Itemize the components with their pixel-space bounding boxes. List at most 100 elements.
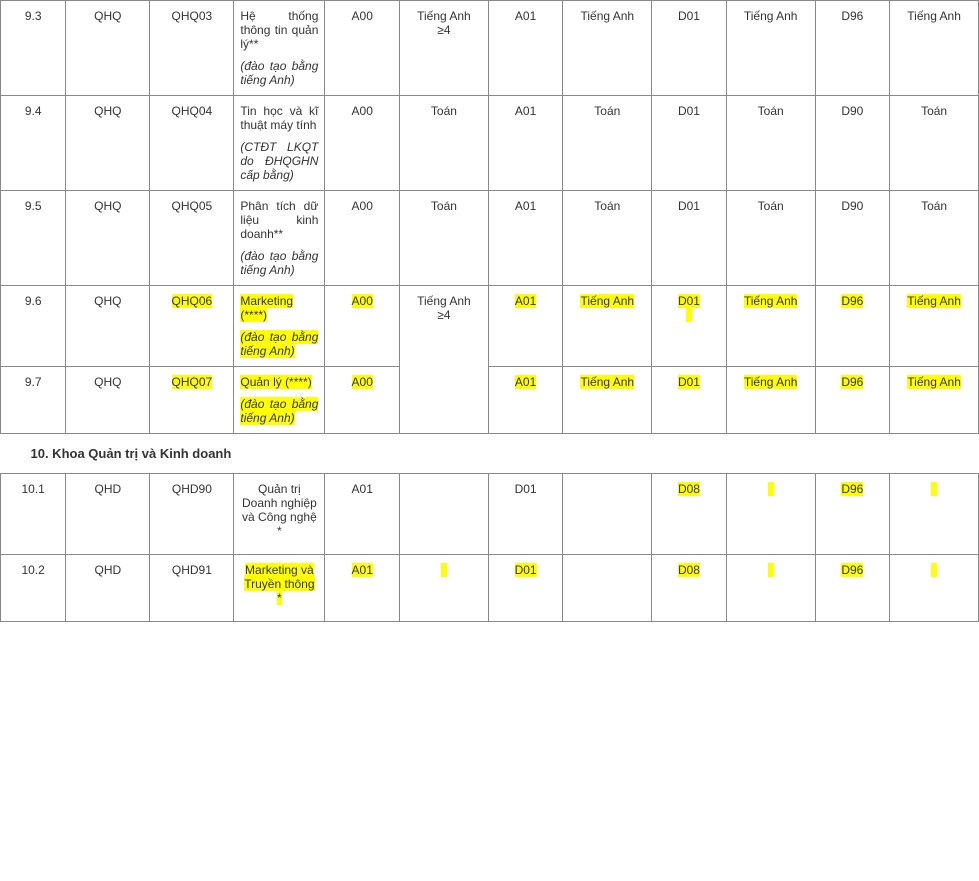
cell: 9.3: [1, 1, 66, 96]
cell: [890, 555, 979, 622]
cell: QHD90: [150, 474, 234, 555]
cell: Tiếng Anh≥4: [400, 286, 489, 434]
cell: QHD: [66, 555, 150, 622]
cell: D01: [488, 555, 563, 622]
cell: D96: [815, 367, 890, 434]
cell: 9.4: [1, 96, 66, 191]
cell: D96: [815, 474, 890, 555]
table-row: 10.1QHDQHD90Quản trị Doanh nghiệp và Côn…: [1, 474, 979, 555]
section-heading: 10. Khoa Quản trị và Kinh doanh: [1, 434, 979, 474]
cell: [563, 555, 652, 622]
program-name: Hệ thống thông tin quản lý**: [240, 9, 318, 51]
cell: Toán: [726, 191, 815, 286]
cell: D01: [652, 96, 727, 191]
highlight-mark: [931, 563, 937, 577]
cell: Toán: [400, 96, 489, 191]
cell: Toán: [890, 96, 979, 191]
program-table: 9.3QHQQHQ03Hệ thống thông tin quản lý**(…: [0, 0, 979, 622]
cell: A00: [325, 191, 400, 286]
program-note: (đào tạo bằng tiếng Anh): [240, 397, 318, 425]
cell: 9.7: [1, 367, 66, 434]
cell: Tiếng Anh: [563, 286, 652, 367]
cell: Tiếng Anh: [726, 1, 815, 96]
cell: [400, 555, 489, 622]
cell: Toán: [726, 96, 815, 191]
cell: Tin học và kĩ thuật máy tính(CTĐT LKQT d…: [234, 96, 325, 191]
cell: QHQ03: [150, 1, 234, 96]
cell: D96: [815, 286, 890, 367]
cell: D01: [652, 1, 727, 96]
cell: D96: [815, 1, 890, 96]
cell: QHQ06: [150, 286, 234, 367]
cell: Quản lý (****) (đào tạo bằng tiếng Anh): [234, 367, 325, 434]
cell: Toán: [890, 191, 979, 286]
cell: Quản trị Doanh nghiệp và Công nghệ *: [234, 474, 325, 555]
cell: A01: [488, 1, 563, 96]
cell: 9.5: [1, 191, 66, 286]
highlight-mark: [768, 482, 774, 496]
cell: D08: [652, 555, 727, 622]
cell: A01: [325, 555, 400, 622]
program-name: Marketing (****): [240, 294, 318, 322]
cell: Tiếng Anh: [563, 367, 652, 434]
cell: D01: [652, 367, 727, 434]
cell: D90: [815, 96, 890, 191]
cell: QHD91: [150, 555, 234, 622]
cell: 10.2: [1, 555, 66, 622]
highlight-mark: [768, 563, 774, 577]
cell: QHQ05: [150, 191, 234, 286]
program-name: Phân tích dữ liệu kinh doanh**: [240, 199, 318, 241]
highlight-mark: [441, 563, 447, 577]
cell: Tiếng Anh: [890, 367, 979, 434]
cell: D08: [652, 474, 727, 555]
cell: Marketing và Truyền thông *: [234, 555, 325, 622]
cell: D90: [815, 191, 890, 286]
highlight-mark: [931, 482, 937, 496]
table-row: 9.7QHQQHQ07 Quản lý (****) (đào tạo bằng t…: [1, 367, 979, 434]
cell: A00: [325, 96, 400, 191]
cell: Hệ thống thông tin quản lý** (đào tạo bằn…: [234, 1, 325, 96]
cell: [726, 474, 815, 555]
cell: QHQ07: [150, 367, 234, 434]
program-note: (đào tạo bằng tiếng Anh): [240, 330, 318, 358]
cell: Tiếng Anh: [890, 1, 979, 96]
cell: Tiếng Anh≥4: [400, 1, 489, 96]
cell: A01: [488, 367, 563, 434]
cell: D01: [488, 474, 563, 555]
cell: A01: [488, 286, 563, 367]
cell: QHD: [66, 474, 150, 555]
program-name: Quản trị Doanh nghiệp và Công nghệ *: [240, 482, 318, 538]
cell: Tiếng Anh: [890, 286, 979, 367]
cell: A01: [488, 191, 563, 286]
table-row: 9.6QHQQHQ06Marketing (****) (đào tạo bằng…: [1, 286, 979, 367]
program-note: (đào tạo bằng tiếng Anh): [240, 59, 318, 87]
cell: A01: [488, 96, 563, 191]
cell: 9.6: [1, 286, 66, 367]
cell: [400, 474, 489, 555]
cell: 10.1: [1, 474, 66, 555]
cell: QHQ: [66, 1, 150, 96]
table-row: 9.5QHQQHQ05Phân tích dữ liệu kinh doanh*…: [1, 191, 979, 286]
cell: Toán: [563, 191, 652, 286]
table-row: 9.4QHQQHQ04Tin học và kĩ thuật máy tính(…: [1, 96, 979, 191]
cell: Toán: [563, 96, 652, 191]
program-name: Tin học và kĩ thuật máy tính: [240, 104, 318, 132]
cell: A00: [325, 286, 400, 367]
cell: QHQ: [66, 367, 150, 434]
table-row: 10. Khoa Quản trị và Kinh doanh: [1, 434, 979, 474]
cell: [726, 555, 815, 622]
program-note: (đào tạo bằng tiếng Anh): [240, 249, 318, 277]
highlight-mark: [686, 308, 692, 322]
table-row: 10.2QHDQHD91Marketing và Truyền thông *A…: [1, 555, 979, 622]
cell: [563, 474, 652, 555]
cell: D01: [652, 286, 727, 367]
cell: Phân tích dữ liệu kinh doanh** (đào tạo b…: [234, 191, 325, 286]
cell: Tiếng Anh: [563, 1, 652, 96]
cell: QHQ: [66, 191, 150, 286]
cell: A00: [325, 1, 400, 96]
program-name: Quản lý (****): [240, 375, 318, 389]
table-row: 9.3QHQQHQ03Hệ thống thông tin quản lý** (…: [1, 1, 979, 96]
cell: D01: [652, 191, 727, 286]
cell: QHQ: [66, 286, 150, 367]
cell: A00: [325, 367, 400, 434]
